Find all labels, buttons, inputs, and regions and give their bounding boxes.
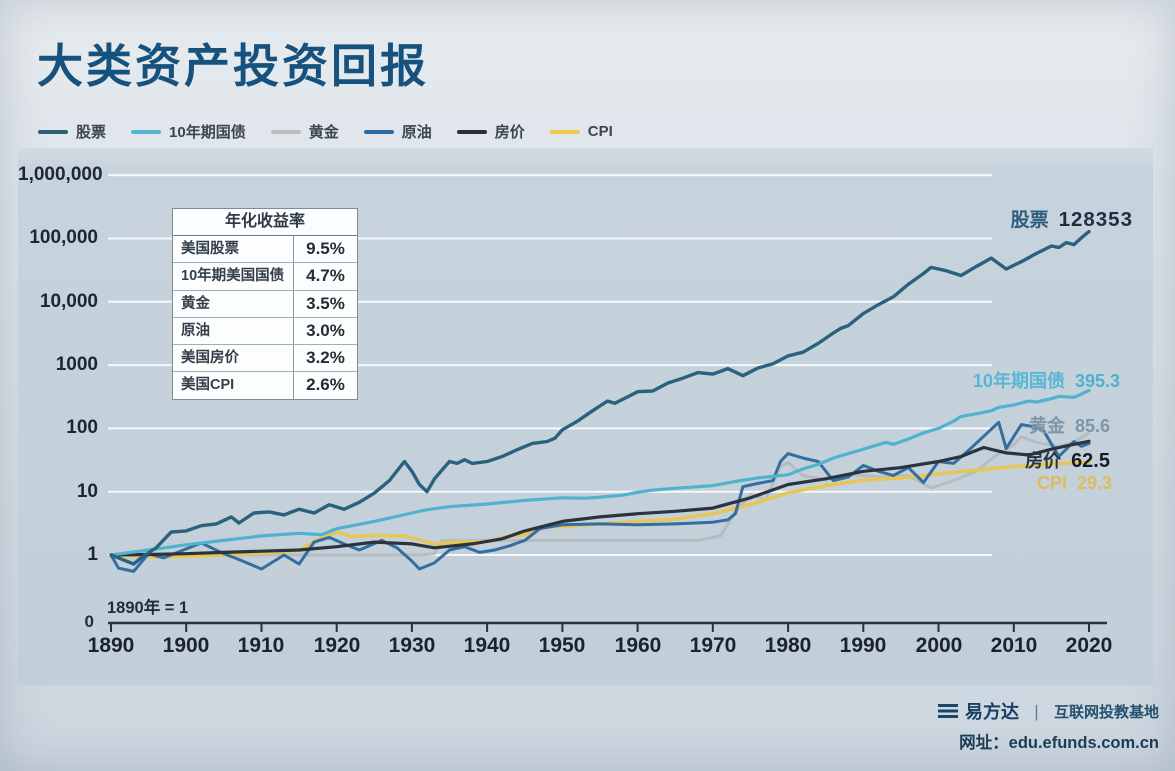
legend-swatch-gold: [270, 129, 301, 134]
footer-url: 网址：edu.efunds.com.cn: [959, 734, 1159, 752]
legend-label-house: 房价: [494, 124, 525, 141]
baseline-note: 1890年 = 1: [107, 599, 189, 617]
table-row: 美国股票 9.5%: [173, 236, 357, 264]
x-axis-tick-label: 1960: [614, 634, 662, 657]
legend-label-stocks: 股票: [76, 124, 107, 141]
table-header: 年化收益率: [173, 209, 357, 236]
end-label-house-name: 房价: [1025, 451, 1062, 471]
end-label-gold-value: 85.6: [1074, 416, 1110, 436]
footer-divider: 丨: [1027, 703, 1045, 723]
y-axis-tick-label: 1000: [55, 354, 98, 375]
y-axis-tick-label: 1,000,000: [18, 164, 103, 185]
table-row: 黄金 3.5%: [173, 290, 357, 318]
table-return-value: 9.5%: [306, 239, 345, 258]
end-label-house: 房价 62.5: [1025, 447, 1110, 473]
y-axis-tick-label: 10,000: [39, 291, 98, 312]
x-axis-tick-label: 1970: [689, 634, 737, 657]
table-return-value: 3.0%: [306, 320, 345, 340]
x-axis-tick-label: 2020: [1065, 634, 1113, 657]
legend-swatch-cpi: [549, 129, 580, 134]
end-label-stocks-value: 128353: [1058, 208, 1133, 231]
footer: 易方达 丨 互联网投教基地 网址：edu.efunds.com.cn: [937, 698, 1159, 753]
x-axis-tick-label: 1930: [388, 634, 436, 657]
legend-item-house: 房价: [456, 121, 525, 142]
footer-tagline: 互联网投教基地: [1053, 703, 1159, 721]
table-asset-label: 原油: [173, 317, 294, 345]
y-axis-tick-label: 1: [87, 544, 98, 565]
y-axis-tick-label: 100,000: [29, 227, 98, 248]
x-axis-tick-label: 2010: [990, 634, 1038, 657]
y-axis-tick-label: 10: [76, 481, 98, 502]
legend-swatch-stocks: [38, 129, 68, 134]
annualized-return-table: 年化收益率 美国股票 9.5% 10年期美国国债 4.7% 黄金 3.5% 原油…: [172, 208, 358, 400]
footer-brand-line: 易方达 丨 互联网投教基地: [937, 698, 1159, 724]
efunds-logo-icon: [937, 704, 958, 718]
legend-item-stocks: 股票: [38, 121, 106, 142]
end-label-bonds-value: 395.3: [1074, 371, 1120, 391]
page-title: 大类资产投资回报: [37, 40, 429, 92]
end-label-cpi-value: 29.3: [1076, 473, 1112, 493]
x-axis-tick-label: 1990: [839, 634, 887, 657]
end-label-cpi-name: CPI: [1036, 473, 1067, 493]
legend-item-bonds: 10年期国债: [131, 121, 246, 142]
table-row: 10年期美国国债 4.7%: [173, 263, 357, 291]
table-asset-label: 黄金: [173, 290, 294, 317]
legend-item-gold: 黄金: [270, 121, 339, 142]
table-return-value: 3.5%: [306, 293, 345, 313]
table-return-value: 4.7%: [306, 266, 345, 286]
table-row: 原油 3.0%: [173, 317, 357, 346]
x-axis-tick-label: 1920: [313, 634, 361, 657]
x-axis-tick-label: 1900: [162, 634, 210, 657]
end-label-gold: 黄金 85.6: [1029, 412, 1110, 438]
table-asset-label: 美国股票: [173, 236, 294, 263]
legend-label-gold: 黄金: [308, 124, 339, 141]
x-axis-tick-label: 1940: [463, 634, 511, 657]
end-label-gold-name: 黄金: [1028, 416, 1065, 436]
x-axis-tick-label: 2000: [915, 634, 963, 657]
legend-item-cpi: CPI: [549, 123, 613, 140]
end-label-house-value: 62.5: [1071, 450, 1110, 472]
end-label-stocks: 股票 128353: [1011, 205, 1133, 232]
table-asset-label: 美国房价: [173, 345, 294, 372]
y-axis-tick-label: 100: [66, 417, 98, 438]
legend-item-oil: 原油: [363, 121, 432, 142]
legend-swatch-bonds: [131, 129, 162, 134]
legend-label-oil: 原油: [401, 124, 432, 141]
x-axis-tick-label: 1980: [764, 634, 812, 657]
end-label-cpi: CPI 29.3: [1037, 473, 1112, 494]
chart-panel: 1,000,000 100,000 10,000 1000 100 10 1 1…: [18, 148, 1153, 685]
x-axis-tick-label: 1950: [538, 634, 586, 657]
table-return-value: 2.6%: [306, 375, 345, 395]
x-axis-tick-label: 1890: [87, 634, 135, 657]
legend-label-cpi: CPI: [587, 123, 613, 140]
table-row: 美国CPI 2.6%: [173, 372, 357, 399]
end-label-stocks-name: 股票: [1010, 210, 1049, 231]
legend-label-bonds: 10年期国债: [169, 124, 246, 141]
x-axis-tick-label: 1910: [237, 634, 285, 657]
legend-swatch-oil: [363, 129, 394, 134]
table-return-value: 3.2%: [306, 348, 345, 368]
table-row: 美国房价 3.2%: [173, 345, 357, 373]
legend-swatch-house: [456, 129, 487, 134]
table-asset-label: 美国CPI: [173, 372, 294, 399]
y-axis-origin-label: 0: [84, 612, 94, 631]
table-asset-label: 10年期美国国债: [173, 263, 294, 290]
legend: 股票 10年期国债 黄金 原油 房价 CPI: [38, 121, 613, 142]
footer-brand: 易方达: [964, 702, 1019, 722]
end-label-bonds: 10年期国债 395.3: [973, 367, 1120, 393]
end-label-bonds-name: 10年期国债: [972, 371, 1065, 391]
